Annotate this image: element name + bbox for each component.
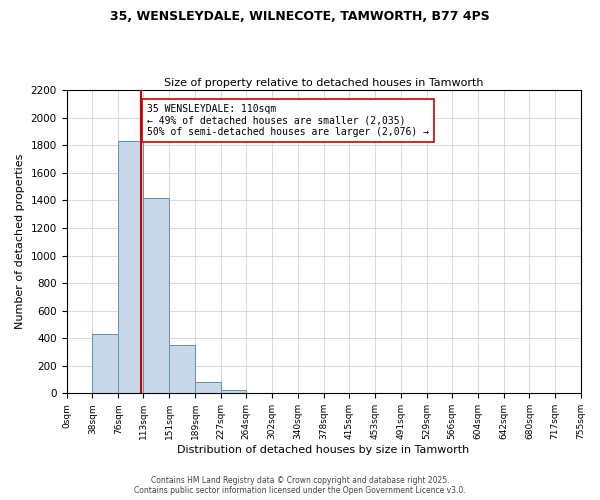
Bar [118, 141, 143, 394]
Text: Contains HM Land Registry data © Crown copyright and database right 2025.
Contai: Contains HM Land Registry data © Crown c… [134, 476, 466, 495]
Title: Size of property relative to detached houses in Tamworth: Size of property relative to detached ho… [164, 78, 483, 88]
Bar [221, 390, 246, 394]
Bar [143, 198, 169, 394]
Bar [92, 334, 118, 394]
Text: 35, WENSLEYDALE, WILNECOTE, TAMWORTH, B77 4PS: 35, WENSLEYDALE, WILNECOTE, TAMWORTH, B7… [110, 10, 490, 23]
Text: 35 WENSLEYDALE: 110sqm
← 49% of detached houses are smaller (2,035)
50% of semi-: 35 WENSLEYDALE: 110sqm ← 49% of detached… [147, 104, 429, 137]
X-axis label: Distribution of detached houses by size in Tamworth: Distribution of detached houses by size … [178, 445, 470, 455]
Y-axis label: Number of detached properties: Number of detached properties [15, 154, 25, 330]
Bar [195, 382, 221, 394]
Bar [169, 345, 195, 394]
